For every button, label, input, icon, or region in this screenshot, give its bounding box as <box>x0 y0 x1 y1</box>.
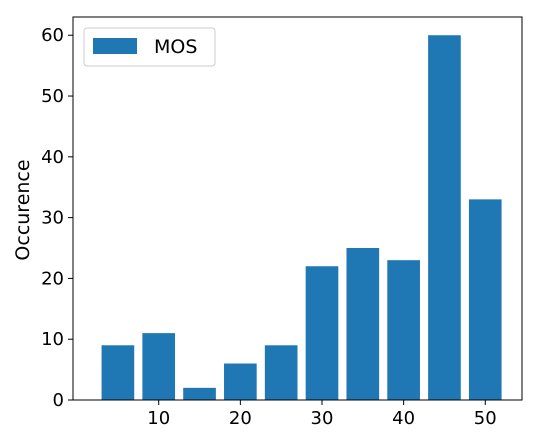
bar <box>468 199 502 400</box>
bar <box>428 35 461 400</box>
bar-series-mos <box>101 35 502 400</box>
x-tick-label: 30 <box>311 408 334 429</box>
bar <box>305 266 339 400</box>
y-axis-label: Occurence <box>12 159 34 260</box>
bar <box>183 387 216 400</box>
bar <box>346 248 380 400</box>
y-tick-label: 20 <box>41 268 64 289</box>
bar <box>264 345 298 400</box>
legend-swatch-mos <box>93 38 137 54</box>
y-tick-label: 40 <box>41 147 64 168</box>
y-tick-label: 10 <box>41 329 64 350</box>
bar <box>142 333 176 400</box>
y-tick-label: 30 <box>41 208 64 229</box>
x-tick-label: 50 <box>474 408 497 429</box>
bar <box>101 345 135 400</box>
plot-frame <box>72 16 523 401</box>
y-tick-label: 50 <box>41 86 64 107</box>
legend-label-mos: MOS <box>154 36 197 58</box>
y-tick-label: 0 <box>53 390 64 411</box>
legend-frame <box>83 27 216 67</box>
bar <box>387 260 420 400</box>
x-tick-label: 10 <box>147 408 170 429</box>
x-axis: 10 20 30 40 50 <box>147 400 497 429</box>
y-tick-label: 60 <box>41 25 64 46</box>
x-tick-label: 20 <box>229 408 252 429</box>
x-tick-label: 40 <box>392 408 415 429</box>
y-axis: 0 10 20 30 40 50 60 <box>41 25 73 411</box>
legend: MOS <box>83 27 216 67</box>
bar <box>224 363 257 400</box>
